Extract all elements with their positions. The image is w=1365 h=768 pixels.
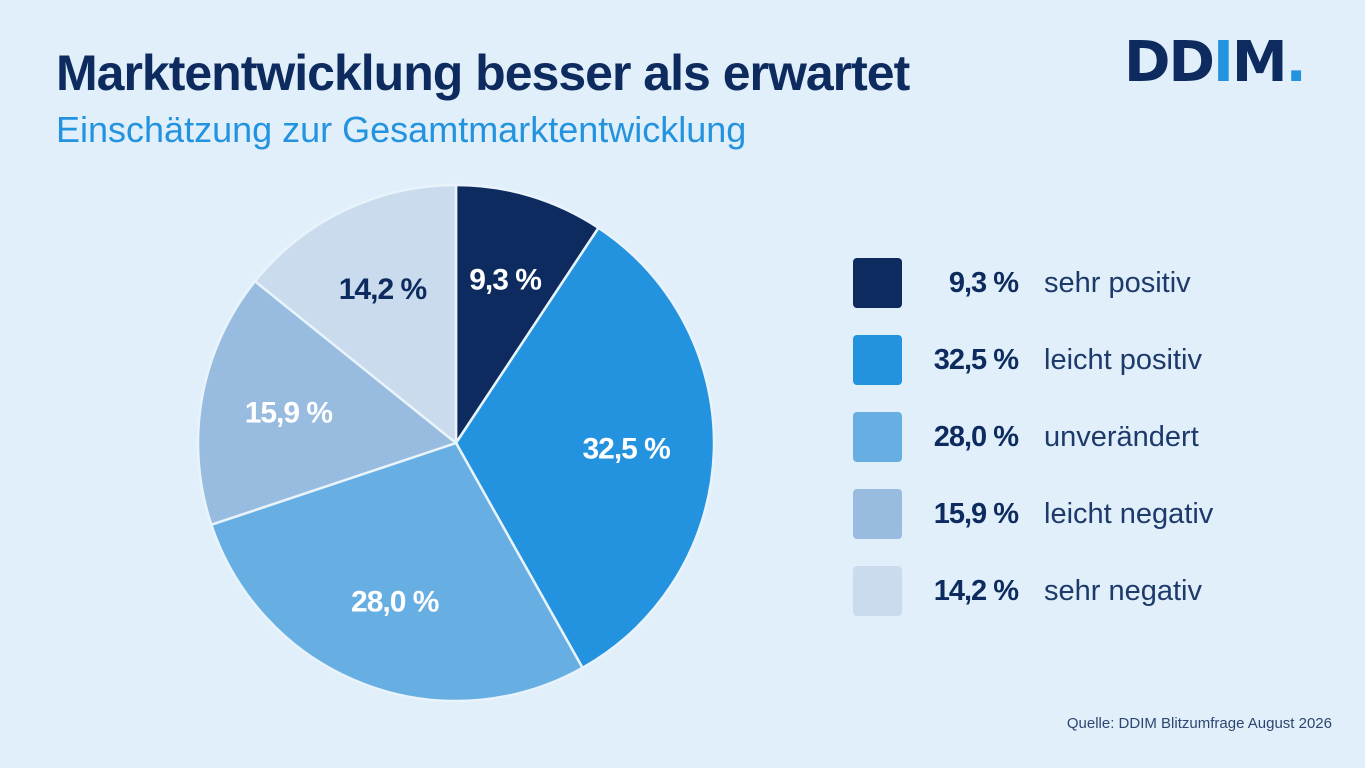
legend-label: leicht negativ bbox=[1044, 497, 1214, 530]
pie-slice-5 bbox=[253, 183, 458, 446]
legend-item-2: 32,5 % leicht positiv bbox=[853, 335, 1213, 385]
pie-slice-label-2: 32,5 % bbox=[582, 433, 670, 466]
logo-dot: . bbox=[1285, 30, 1307, 95]
legend-item-1: 9,3 % sehr positiv bbox=[853, 258, 1213, 308]
legend-value: 15,9 % bbox=[933, 497, 1019, 530]
source-note: Quelle: DDIM Blitzumfrage August 2026 bbox=[1066, 715, 1332, 732]
legend-item-3: 28,0 % unverändert bbox=[853, 412, 1213, 462]
legend-label: sehr negativ bbox=[1044, 574, 1202, 607]
pie-slice-1 bbox=[454, 183, 601, 448]
legend-swatch bbox=[853, 335, 902, 385]
chart-subtitle: Einschätzung zur Gesamtmarktentwicklung bbox=[56, 109, 747, 150]
legend: 9,3 % sehr positiv 32,5 % leicht positiv 28,… bbox=[853, 258, 1213, 616]
legend-swatch bbox=[853, 566, 902, 616]
legend-swatch bbox=[853, 489, 902, 539]
pie-slice-2 bbox=[454, 226, 716, 670]
pie-slice-label-1: 9,3 % bbox=[469, 263, 541, 296]
legend-item-4: 15,9 % leicht negativ bbox=[853, 489, 1213, 539]
legend-label: unverändert bbox=[1044, 420, 1199, 453]
ddim-logo: DDIM. bbox=[1124, 30, 1307, 95]
logo-text-tail: M bbox=[1231, 30, 1288, 95]
legend-item-5: 14,2 % sehr negativ bbox=[853, 566, 1213, 616]
pie-slice-label-5: 14,2 % bbox=[339, 273, 427, 306]
legend-swatch bbox=[853, 412, 902, 462]
pie-slice-3 bbox=[209, 441, 585, 703]
legend-value: 32,5 % bbox=[933, 343, 1019, 376]
legend-label: leicht positiv bbox=[1044, 343, 1202, 376]
pie-slice-label-4: 15,9 % bbox=[245, 396, 333, 429]
logo-text-main: DD bbox=[1124, 30, 1215, 95]
legend-value: 28,0 % bbox=[933, 420, 1019, 453]
legend-value: 14,2 % bbox=[933, 574, 1019, 607]
legend-value: 9,3 % bbox=[948, 266, 1019, 299]
pie-slice-4 bbox=[196, 279, 459, 527]
pie-slice-label-3: 28,0 % bbox=[351, 585, 439, 618]
legend-label: sehr positiv bbox=[1044, 266, 1191, 299]
legend-swatch bbox=[853, 258, 902, 308]
chart-title: Marktentwicklung besser als erwartet bbox=[56, 45, 910, 101]
logo-text-accent: I bbox=[1212, 30, 1234, 95]
